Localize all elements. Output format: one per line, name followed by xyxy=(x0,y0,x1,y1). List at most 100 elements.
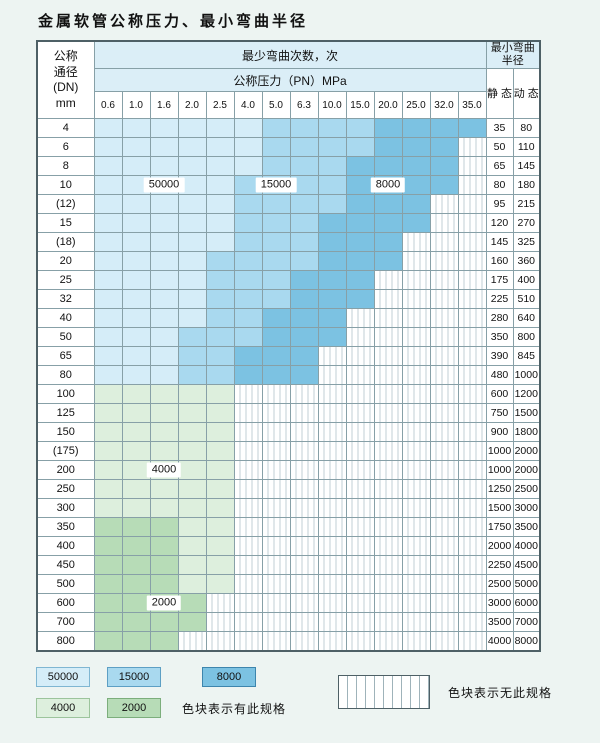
dynamic-radius-cell: 1500 xyxy=(512,403,541,424)
matrix-cell xyxy=(149,251,179,272)
matrix-cell xyxy=(457,327,487,348)
dynamic-radius-cell: 640 xyxy=(512,308,541,329)
matrix-cell xyxy=(149,289,179,310)
matrix-cell xyxy=(205,536,235,557)
page-title: 金属软管公称压力、最小弯曲半径 xyxy=(38,13,309,30)
cycle-count-label: 15000 xyxy=(255,177,297,193)
table-row: 125 750 1500 xyxy=(36,403,541,424)
matrix-cell xyxy=(93,232,123,253)
matrix-cell xyxy=(373,213,403,234)
matrix-cell xyxy=(177,232,207,253)
spec-table: 公称 通径 (DN) mm 最少弯曲次数，次 最小弯曲半径 公称压力（PN）MP… xyxy=(36,40,541,653)
matrix-cell xyxy=(205,270,235,291)
matrix-cell xyxy=(261,460,291,481)
matrix-cell xyxy=(233,251,263,272)
dn-header: 公称 通径 (DN) mm xyxy=(36,40,95,120)
matrix-cell xyxy=(205,118,235,139)
matrix-cell xyxy=(289,536,319,557)
matrix-cell xyxy=(429,422,459,443)
matrix-cell xyxy=(149,479,179,500)
table-row: 50 350 800 xyxy=(36,327,541,348)
matrix-cell xyxy=(345,555,375,576)
matrix-cell xyxy=(289,137,319,158)
matrix-cell xyxy=(345,498,375,519)
matrix-cell xyxy=(233,536,263,557)
matrix-cell xyxy=(345,270,375,291)
matrix-cell xyxy=(289,365,319,386)
matrix-cell xyxy=(177,536,207,557)
matrix-cell xyxy=(401,536,431,557)
matrix-cell xyxy=(233,346,263,367)
matrix-cell xyxy=(373,403,403,424)
matrix-cell xyxy=(177,365,207,386)
matrix-cell xyxy=(205,194,235,215)
static-radius-cell: 160 xyxy=(485,251,514,272)
matrix-cell xyxy=(121,498,151,519)
matrix-cell xyxy=(317,213,347,234)
matrix-cell xyxy=(345,327,375,348)
matrix-cell xyxy=(457,289,487,310)
matrix-cell xyxy=(289,232,319,253)
table-row: 250 1250 2500 xyxy=(36,479,541,500)
matrix-cell xyxy=(233,612,263,633)
matrix-cell xyxy=(149,327,179,348)
static-radius-cell: 225 xyxy=(485,289,514,310)
matrix-cell xyxy=(429,213,459,234)
matrix-cell xyxy=(177,574,207,595)
matrix-cell xyxy=(457,441,487,462)
matrix-cell xyxy=(289,517,319,538)
matrix-cell xyxy=(317,232,347,253)
matrix-cell xyxy=(401,137,431,158)
matrix-cell xyxy=(345,156,375,177)
matrix-cell xyxy=(317,194,347,215)
matrix-cell xyxy=(177,403,207,424)
matrix-cell xyxy=(261,536,291,557)
matrix-cell xyxy=(317,175,347,196)
matrix-cell xyxy=(261,574,291,595)
matrix-cell xyxy=(317,308,347,329)
matrix-cell xyxy=(205,365,235,386)
static-radius-cell: 1750 xyxy=(485,517,514,538)
matrix-cell xyxy=(149,631,179,652)
matrix-cell xyxy=(205,232,235,253)
matrix-cell xyxy=(429,156,459,177)
matrix-cell xyxy=(121,308,151,329)
matrix-cell xyxy=(121,403,151,424)
matrix-cell xyxy=(429,365,459,386)
matrix-cell xyxy=(205,612,235,633)
dn-cell: 4 xyxy=(36,118,95,139)
header-row-1: 公称 通径 (DN) mm 最少弯曲次数，次 最小弯曲半径 xyxy=(36,40,541,120)
matrix-cell xyxy=(289,612,319,633)
matrix-cell xyxy=(373,631,403,652)
dynamic-radius-cell: 3000 xyxy=(512,498,541,519)
matrix-cell xyxy=(93,365,123,386)
dn-cell: 125 xyxy=(36,403,95,424)
static-radius-cell: 2000 xyxy=(485,536,514,557)
matrix-cell xyxy=(401,232,431,253)
matrix-cell xyxy=(121,194,151,215)
matrix-cell xyxy=(345,612,375,633)
matrix-cell xyxy=(429,479,459,500)
matrix-cell xyxy=(317,384,347,405)
matrix-cell xyxy=(121,118,151,139)
static-radius-cell: 1500 xyxy=(485,498,514,519)
matrix-cell xyxy=(317,593,347,614)
static-radius-cell: 35 xyxy=(485,118,514,139)
matrix-cell xyxy=(457,517,487,538)
matrix-cell xyxy=(93,213,123,234)
dn-cell: 32 xyxy=(36,289,95,310)
matrix-cell xyxy=(317,498,347,519)
matrix-cell xyxy=(205,289,235,310)
matrix-cell xyxy=(289,574,319,595)
matrix-cell xyxy=(205,384,235,405)
matrix-cell xyxy=(121,365,151,386)
matrix-cell xyxy=(289,213,319,234)
matrix-cell xyxy=(177,175,207,196)
matrix-cell xyxy=(289,156,319,177)
table-row: (18) 145 325 xyxy=(36,232,541,253)
matrix-cell xyxy=(401,346,431,367)
matrix-cell xyxy=(401,156,431,177)
matrix-cell xyxy=(261,422,291,443)
matrix-cell xyxy=(233,194,263,215)
table-header: 公称 通径 (DN) mm 最少弯曲次数，次 最小弯曲半径 公称压力（PN）MP… xyxy=(36,40,541,120)
